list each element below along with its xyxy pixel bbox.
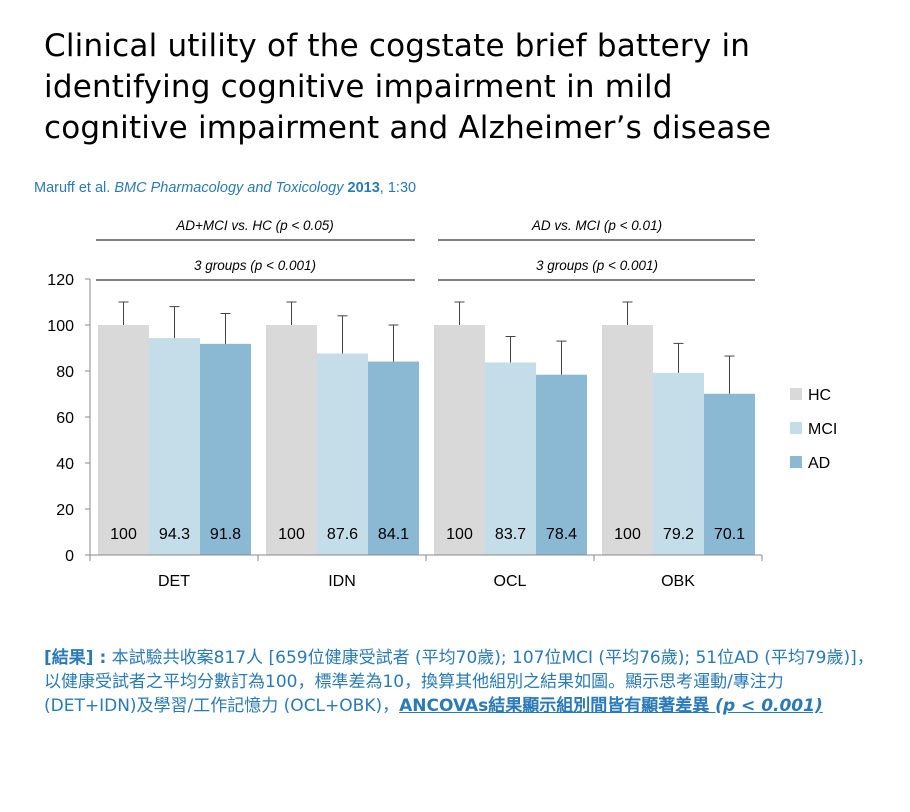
legend-swatch [790,388,802,400]
plot-area: 100 94.3 91.8 100 87.6 84.1 100 83.7 78.4 100 79.2… [98,301,755,555]
bar [200,343,251,555]
bar [149,338,200,555]
data-label: 100 [446,526,473,543]
y-tick-label: 100 [47,318,74,335]
y-tick-label: 20 [56,502,74,519]
category-label: OCL [494,573,527,590]
axes: DET IDN OCL OBK 0 20 40 60 80 100 120 [47,272,763,590]
bar [434,325,485,555]
bar [266,325,317,555]
data-label: 79.2 [663,526,694,543]
comparison-label: AD vs. MCI (p < 0.01) [531,218,662,233]
category-label: OBK [661,573,695,590]
citation-rest: , 1:30 [379,180,417,196]
citation: Maruff et al. BMC Pharmacology and Toxic… [34,180,416,196]
category-label: IDN [328,573,356,590]
summary-emphasis: ANCOVAs結果顯示組別間皆有顯著差異 (p < 0.001) [399,696,823,716]
citation-authors: Maruff et al. [34,180,111,196]
data-label: 94.3 [159,526,190,543]
legend-label: AD [808,455,830,472]
summary-label: [結果] : [44,648,107,668]
y-tick-label: 120 [47,272,74,289]
legend-swatch [790,456,802,468]
legend-label: HC [808,387,831,404]
title-line: Clinical utility of the cogstate brief b… [44,28,751,64]
comparison-label: 3 groups (p < 0.001) [536,258,658,273]
title-line: cognitive impairment and Alzheimer’s dis… [44,110,772,146]
y-tick-label: 60 [56,410,74,427]
citation-year: 2013 [347,180,380,196]
bar [317,353,368,555]
category-label: DET [158,573,190,590]
data-label: 78.4 [546,526,577,543]
comparison-label: AD+MCI vs. HC (p < 0.05) [175,218,334,233]
legend: HC MCI AD [790,387,837,472]
bar [602,325,653,555]
y-tick-label: 80 [56,364,74,381]
results-summary: [結果] : 本試驗共收案817人 [659位健康受試者 (平均70歲); 10… [44,646,874,718]
data-label: 100 [110,526,137,543]
data-label: 100 [278,526,305,543]
bar [653,372,704,555]
bar [704,393,755,555]
data-label: 87.6 [327,526,358,543]
title-line: identifying cognitive impairment in mild [44,69,673,105]
bar [98,325,149,555]
y-tick-label: 40 [56,456,74,473]
comparison-brackets: AD+MCI vs. HC (p < 0.05) AD vs. MCI (p <… [96,218,755,281]
legend-label: MCI [808,421,837,438]
summary-body: 本試驗共收案817人 [659位健康受試者 (平均70歲); 107位MCI (… [44,648,874,716]
citation-journal: BMC Pharmacology and Toxicology [114,180,344,196]
data-label: 70.1 [714,526,745,543]
bar [536,374,587,555]
bar [368,361,419,555]
summary-p-value: (p < 0.001) [715,696,823,716]
y-tick-label: 0 [65,548,74,565]
comparison-label: 3 groups (p < 0.001) [194,258,316,273]
bar [485,362,536,555]
data-label: 83.7 [495,526,526,543]
data-label: 84.1 [378,526,409,543]
summary-emphasis-text: ANCOVAs結果顯示組別間皆有顯著差異 [399,696,716,716]
data-label: 100 [614,526,641,543]
bar-chart: AD+MCI vs. HC (p < 0.05) AD vs. MCI (p <… [47,218,837,590]
page-title: Clinical utility of the cogstate brief b… [44,26,884,149]
data-label: 91.8 [210,526,241,543]
legend-swatch [790,422,802,434]
